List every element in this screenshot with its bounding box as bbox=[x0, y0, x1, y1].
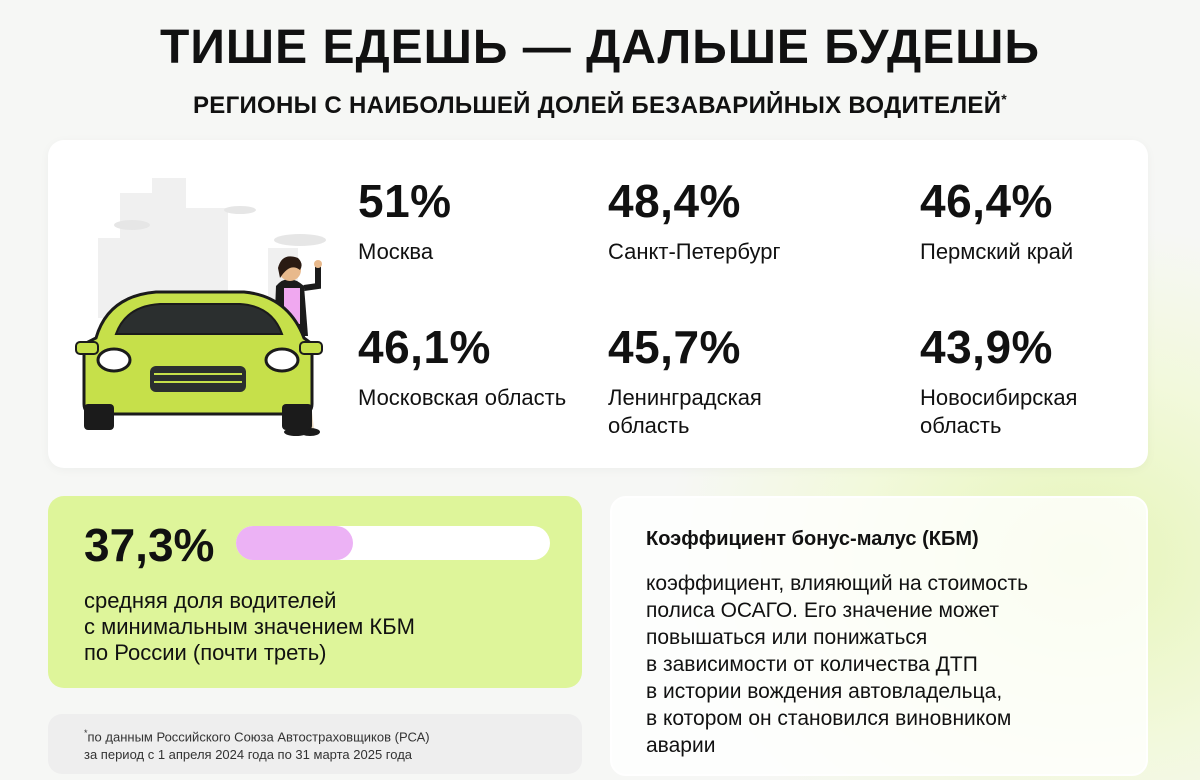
region-name: Москва bbox=[358, 239, 434, 264]
kbm-definition-card: Коэффициент бонус-малус (КБМ) коэффициен… bbox=[610, 496, 1148, 776]
region-percent: 43,9% bbox=[920, 321, 1053, 373]
kbm-description-line: полиса ОСАГО. Его значение может bbox=[646, 599, 999, 622]
region-stat-perm: 46,4% Пермский край bbox=[920, 176, 1130, 266]
footnote-mark: * bbox=[84, 728, 88, 738]
kbm-description-line: повышаться или понижаться bbox=[646, 626, 928, 649]
average-progress-fill bbox=[236, 526, 354, 560]
kbm-description-line: в зависимости от количества ДТП bbox=[646, 653, 978, 676]
region-stat-moscow: 51% Москва bbox=[358, 176, 568, 266]
source-footnote: *по данным Российского Союза Автострахов… bbox=[48, 714, 582, 774]
page-subtitle: РЕГИОНЫ С НАИБОЛЬШЕЙ ДОЛЕЙ БЕЗАВАРИЙНЫХ … bbox=[0, 84, 1200, 121]
region-stat-spb: 48,4% Санкт-Петербург bbox=[608, 176, 818, 266]
region-name: Санкт-Петербург bbox=[608, 239, 781, 264]
average-description-line: средняя доля водителей bbox=[84, 588, 337, 613]
regions-stats-card: 51% Москва 48,4% Санкт-Петербург 46,4% П… bbox=[48, 140, 1148, 468]
average-progress-bar bbox=[236, 526, 550, 560]
region-name: Новосибирская область bbox=[920, 385, 1078, 438]
region-percent: 45,7% bbox=[608, 321, 741, 373]
region-name: Пермский край bbox=[920, 239, 1074, 264]
kbm-description-line: в истории вождения автовладельца, bbox=[646, 680, 1003, 703]
region-percent: 48,4% bbox=[608, 175, 741, 227]
kbm-description-line: коэффициент, влияющий на стоимость bbox=[646, 572, 1029, 595]
average-description-line: с минимальным значением КБМ bbox=[84, 614, 415, 639]
average-description-line: по России (почти треть) bbox=[84, 640, 327, 665]
region-percent: 46,4% bbox=[920, 175, 1053, 227]
car-icon bbox=[75, 290, 323, 430]
car-driver-illustration bbox=[75, 178, 326, 436]
region-name: Московская область bbox=[358, 385, 567, 410]
page-title: ТИШЕ ЕДЕШЬ — ДАЛЬШЕ БУДЕШЬ bbox=[160, 21, 1040, 74]
region-stat-moscow-oblast: 46,1% Московская область bbox=[358, 322, 568, 412]
kbm-title: Коэффициент бонус-малус (КБМ) bbox=[646, 528, 979, 550]
average-percent: 37,3% bbox=[84, 519, 215, 571]
subtitle-footnote-mark: * bbox=[1001, 91, 1008, 107]
kbm-description-line: в котором он становился виновником bbox=[646, 707, 1012, 730]
kbm-description: коэффициент, влияющий на стоимость полис… bbox=[646, 570, 1126, 759]
region-name: Ленинградская область bbox=[608, 385, 762, 438]
footnote-line: по данным Российского Союза Автостраховщ… bbox=[87, 729, 430, 745]
region-stat-leningrad-oblast: 45,7% Ленинградская область bbox=[608, 322, 818, 440]
average-kbm-card: 37,3% средняя доля водителей с минимальн… bbox=[48, 496, 582, 688]
region-percent: 46,1% bbox=[358, 321, 491, 373]
region-stat-novosibirsk-oblast: 43,9% Новосибирская область bbox=[920, 322, 1130, 440]
subtitle-text: РЕГИОНЫ С НАИБОЛЬШЕЙ ДОЛЕЙ БЕЗАВАРИЙНЫХ … bbox=[192, 92, 1002, 119]
kbm-description-line: аварии bbox=[646, 734, 716, 757]
footnote-line: за период с 1 апреля 2024 года по 31 мар… bbox=[84, 747, 413, 763]
average-description: средняя доля водителей с минимальным зна… bbox=[84, 588, 554, 666]
region-percent: 51% bbox=[358, 175, 452, 227]
